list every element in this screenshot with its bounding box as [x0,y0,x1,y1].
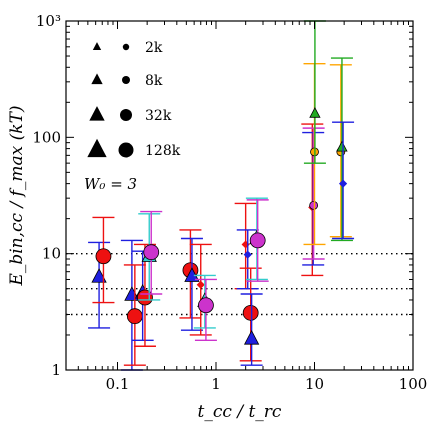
data-point-16 [240,293,263,366]
marker-dot [243,250,252,259]
legend-label: 32k [145,108,172,124]
legend-triangle [91,73,103,85]
marker-triangle [336,140,348,152]
marker-triangle [91,268,107,283]
legend-circle [122,76,130,84]
marker-circle [309,200,319,210]
marker-circle [249,232,266,249]
y-tick-label: 100 [32,128,61,146]
data-points [88,20,355,371]
legend-triangle [89,106,105,121]
legend-circle [122,43,130,51]
axis-ticks [65,20,414,371]
data-point-15 [239,267,262,362]
marker-dot [338,179,348,188]
marker-triangle [309,106,321,118]
legend-label: 8k [145,73,163,89]
data-point-18 [246,199,269,282]
axis-tick-labels: 0.1 1 10 100 1 10 100 10³ [32,12,427,393]
legend-triangle [87,138,107,158]
marker-dot [196,280,205,289]
legend-label: 2k [145,40,163,56]
data-point-7 [140,210,163,295]
legend-entry-2k: 2k [92,40,163,56]
x-axis-title: t_cc / t_rc [198,402,282,422]
y-axis-title: E_bin,cc / f_max (kT) [7,105,27,286]
data-point-23 [303,20,326,164]
legend-circle [120,109,132,121]
marker-circle [95,248,112,265]
x-tick-label: 100 [399,375,428,393]
legend-entry-8k: 8k [91,73,163,89]
legend-triangle [92,42,102,51]
data-point-19 [301,123,324,277]
x-tick-label: 1 [211,375,221,393]
data-point-26 [332,121,355,240]
marker-circle [137,289,153,306]
data-point-2 [120,239,143,371]
data-point-10 [189,243,212,336]
data-point-1 [92,216,115,304]
legend: 2k 8k 32k 128k [87,40,181,159]
marker-circle [143,244,160,261]
legend-entry-32k: 32k [89,106,172,124]
marker-circle [242,304,259,321]
data-point-25 [330,57,353,242]
marker-circle [198,297,214,314]
data-point-9 [180,237,203,331]
legend-entry-128k: 128k [87,138,181,159]
plot-frame [65,20,414,371]
data-point-12 [194,278,217,342]
y-tick-label: 10 [42,245,61,263]
legend-label: 128k [145,143,181,159]
legend-circle [118,142,134,158]
annotation-w0: W₀ = 3 [84,175,137,193]
y-tick-label: 1 [51,361,61,379]
marker-circle [126,308,143,325]
x-tick-label: 0.1 [106,375,130,393]
reference-lines [66,252,413,316]
x-tick-label: 10 [305,375,324,393]
y-tick-label: 10³ [36,12,61,30]
marker-triangle [243,330,260,345]
